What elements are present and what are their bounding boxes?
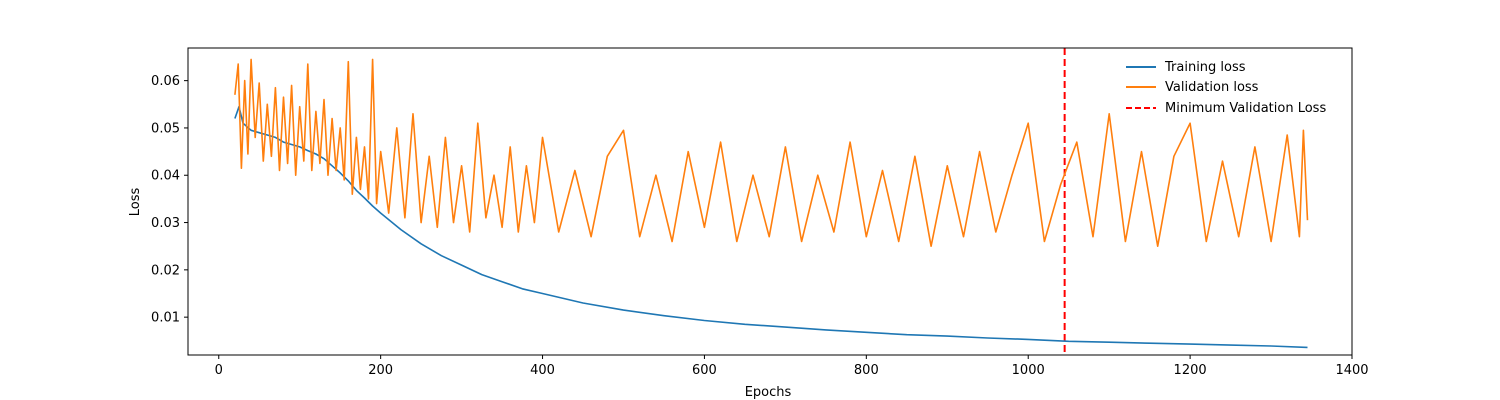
- y-axis-label: Loss: [128, 188, 143, 217]
- series-line-validation-loss: [234, 58, 1309, 247]
- legend-label-training: Training loss: [1164, 60, 1246, 75]
- legend-label-validation: Validation loss: [1165, 80, 1259, 95]
- x-tick-label: 800: [854, 363, 879, 378]
- legend: Training loss Validation loss Minimum Va…: [1126, 60, 1326, 116]
- x-tick-label: 600: [692, 363, 717, 378]
- x-tick-label: 200: [368, 363, 393, 378]
- y-tick-label: 0.02: [151, 263, 180, 278]
- x-tick-label: 0: [215, 363, 223, 378]
- x-tick-label: 1200: [1174, 363, 1207, 378]
- y-tick-label: 0.06: [151, 74, 180, 89]
- y-tick-label: 0.03: [151, 216, 180, 231]
- y-tick-label: 0.04: [151, 169, 180, 184]
- y-tick-label: 0.05: [151, 121, 180, 136]
- y-axis-ticks: 0.01 0.02 0.03 0.04 0.05 0.06: [151, 74, 188, 326]
- x-axis-label: Epochs: [745, 385, 792, 400]
- plot-frame: [187, 47, 1353, 356]
- x-axis-ticks: 0 200 400 600 800 1000 1200 1400: [215, 355, 1369, 378]
- legend-label-min-val: Minimum Validation Loss: [1165, 101, 1326, 116]
- series-layer: [234, 58, 1309, 349]
- x-tick-label: 1000: [1012, 363, 1045, 378]
- y-tick-label: 0.01: [151, 311, 180, 326]
- x-tick-label: 1400: [1335, 363, 1368, 378]
- x-tick-label: 400: [530, 363, 555, 378]
